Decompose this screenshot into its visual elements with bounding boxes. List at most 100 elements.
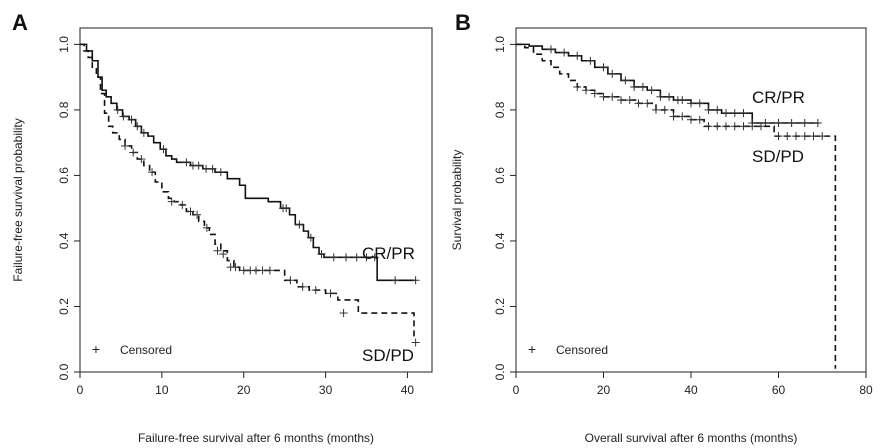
censor-mark (127, 115, 136, 124)
censor-mark (678, 96, 687, 105)
censor-mark (774, 119, 783, 128)
y-axis-label: Survival probability (450, 150, 464, 251)
censor-mark (342, 253, 351, 262)
censor-mark (306, 233, 315, 242)
censor-mark (630, 82, 639, 91)
censor-mark (665, 92, 674, 101)
censor-mark (208, 164, 217, 173)
censor-mark (783, 132, 792, 141)
y-tick-label: 0.4 (57, 232, 71, 249)
x-axis-label: Overall survival after 6 months (months) (585, 431, 798, 445)
censor-mark (121, 141, 130, 150)
censor-mark (739, 109, 748, 118)
censor-mark (137, 155, 146, 164)
censor-mark (660, 105, 669, 114)
censor-mark (800, 119, 809, 128)
censor-mark (757, 122, 765, 131)
legend-label: Censored (120, 343, 172, 357)
x-tick-label: 80 (859, 383, 873, 397)
censor-mark (638, 82, 647, 91)
legend-label: Censored (556, 343, 608, 357)
censor-mark (608, 69, 617, 78)
censor-mark (818, 132, 827, 141)
series-line-cr-pr (516, 43, 818, 124)
censor-mark (739, 122, 748, 131)
censor-mark (695, 99, 704, 108)
censor-mark (687, 115, 695, 124)
y-tick-label: 0.0 (57, 363, 71, 380)
censor-mark (148, 168, 157, 177)
censor-mark (586, 56, 595, 65)
x-tick-label: 10 (155, 383, 169, 397)
censor-mark (573, 51, 582, 60)
panel-a: A 0 10 20 30 40 0.0 0.2 0.4 0.6 0.8 1.0 Failure-free… (11, 10, 433, 445)
plot-frame (79, 27, 433, 373)
censor-mark (713, 105, 722, 114)
censor-mark (621, 76, 630, 85)
censor-mark (326, 289, 335, 298)
censor-mark (329, 253, 338, 262)
series-line-cr-pr (80, 43, 416, 282)
y-tick-label: 0.4 (493, 232, 507, 249)
censor-mark (774, 132, 783, 141)
censor-mark (133, 122, 142, 131)
censor-mark (625, 96, 634, 105)
censor-mark (608, 92, 617, 101)
censor-mark (182, 158, 191, 167)
y-tick-label: 0.2 (493, 298, 507, 315)
censor-mark (573, 82, 582, 91)
panel-letter: A (12, 10, 28, 35)
legend: + Censored (528, 341, 608, 357)
censor-mark (113, 105, 122, 114)
plot-frame (515, 27, 867, 373)
x-tick-label: 30 (319, 383, 333, 397)
y-tick-label: 0.8 (57, 101, 71, 118)
censor-mark (813, 119, 822, 128)
x-tick-label: 60 (772, 383, 786, 397)
y-tick-label: 0.6 (57, 167, 71, 184)
censor-mark (722, 122, 730, 131)
x-tick-label: 0 (77, 383, 84, 397)
panel-b: B 0 20 40 60 80 0.0 0.2 0.4 0.6 0.8 1.0 Overall surv… (450, 10, 873, 445)
censor-mark (286, 276, 295, 285)
panel-letter: B (455, 10, 471, 35)
series-label-cr-pr: CR/PR (752, 88, 805, 107)
censor-mark (216, 168, 225, 177)
censor-mark (678, 112, 687, 121)
censor-mark (339, 309, 348, 318)
y-tick-label: 1.0 (57, 36, 71, 53)
censor-mark (704, 122, 713, 131)
censor-mark (265, 266, 274, 275)
censor-mark (411, 338, 420, 347)
censor-mark (231, 263, 240, 272)
x-tick-label: 20 (237, 383, 251, 397)
censor-mark (547, 45, 555, 54)
censor-mark (202, 223, 211, 232)
x-tick-label: 20 (597, 383, 611, 397)
censor-mark (370, 253, 379, 262)
censor-mark (792, 132, 800, 141)
censor-mark (159, 145, 168, 154)
series-label-sd-pd: SD/PD (752, 147, 804, 166)
censor-mark (352, 253, 361, 262)
censor-mark (298, 282, 307, 291)
censor-mark (643, 99, 652, 108)
censor-mark (219, 250, 228, 259)
censor-mark (178, 200, 187, 209)
y-tick-label: 0.6 (493, 167, 507, 184)
censor-mark (560, 48, 569, 57)
censor-mark (695, 115, 704, 124)
censor-mark (652, 105, 660, 114)
censor-mark (617, 96, 625, 105)
legend: + Censored (92, 341, 172, 357)
censor-mark (599, 92, 608, 101)
censor-mark (687, 99, 695, 108)
censor-mark (634, 99, 643, 108)
y-tick-label: 0.8 (493, 101, 507, 118)
x-tick-label: 40 (684, 383, 698, 397)
censor-mark (311, 286, 320, 295)
censor-mark (800, 132, 809, 141)
censor-mark (139, 128, 148, 137)
censor-mark (411, 276, 420, 285)
